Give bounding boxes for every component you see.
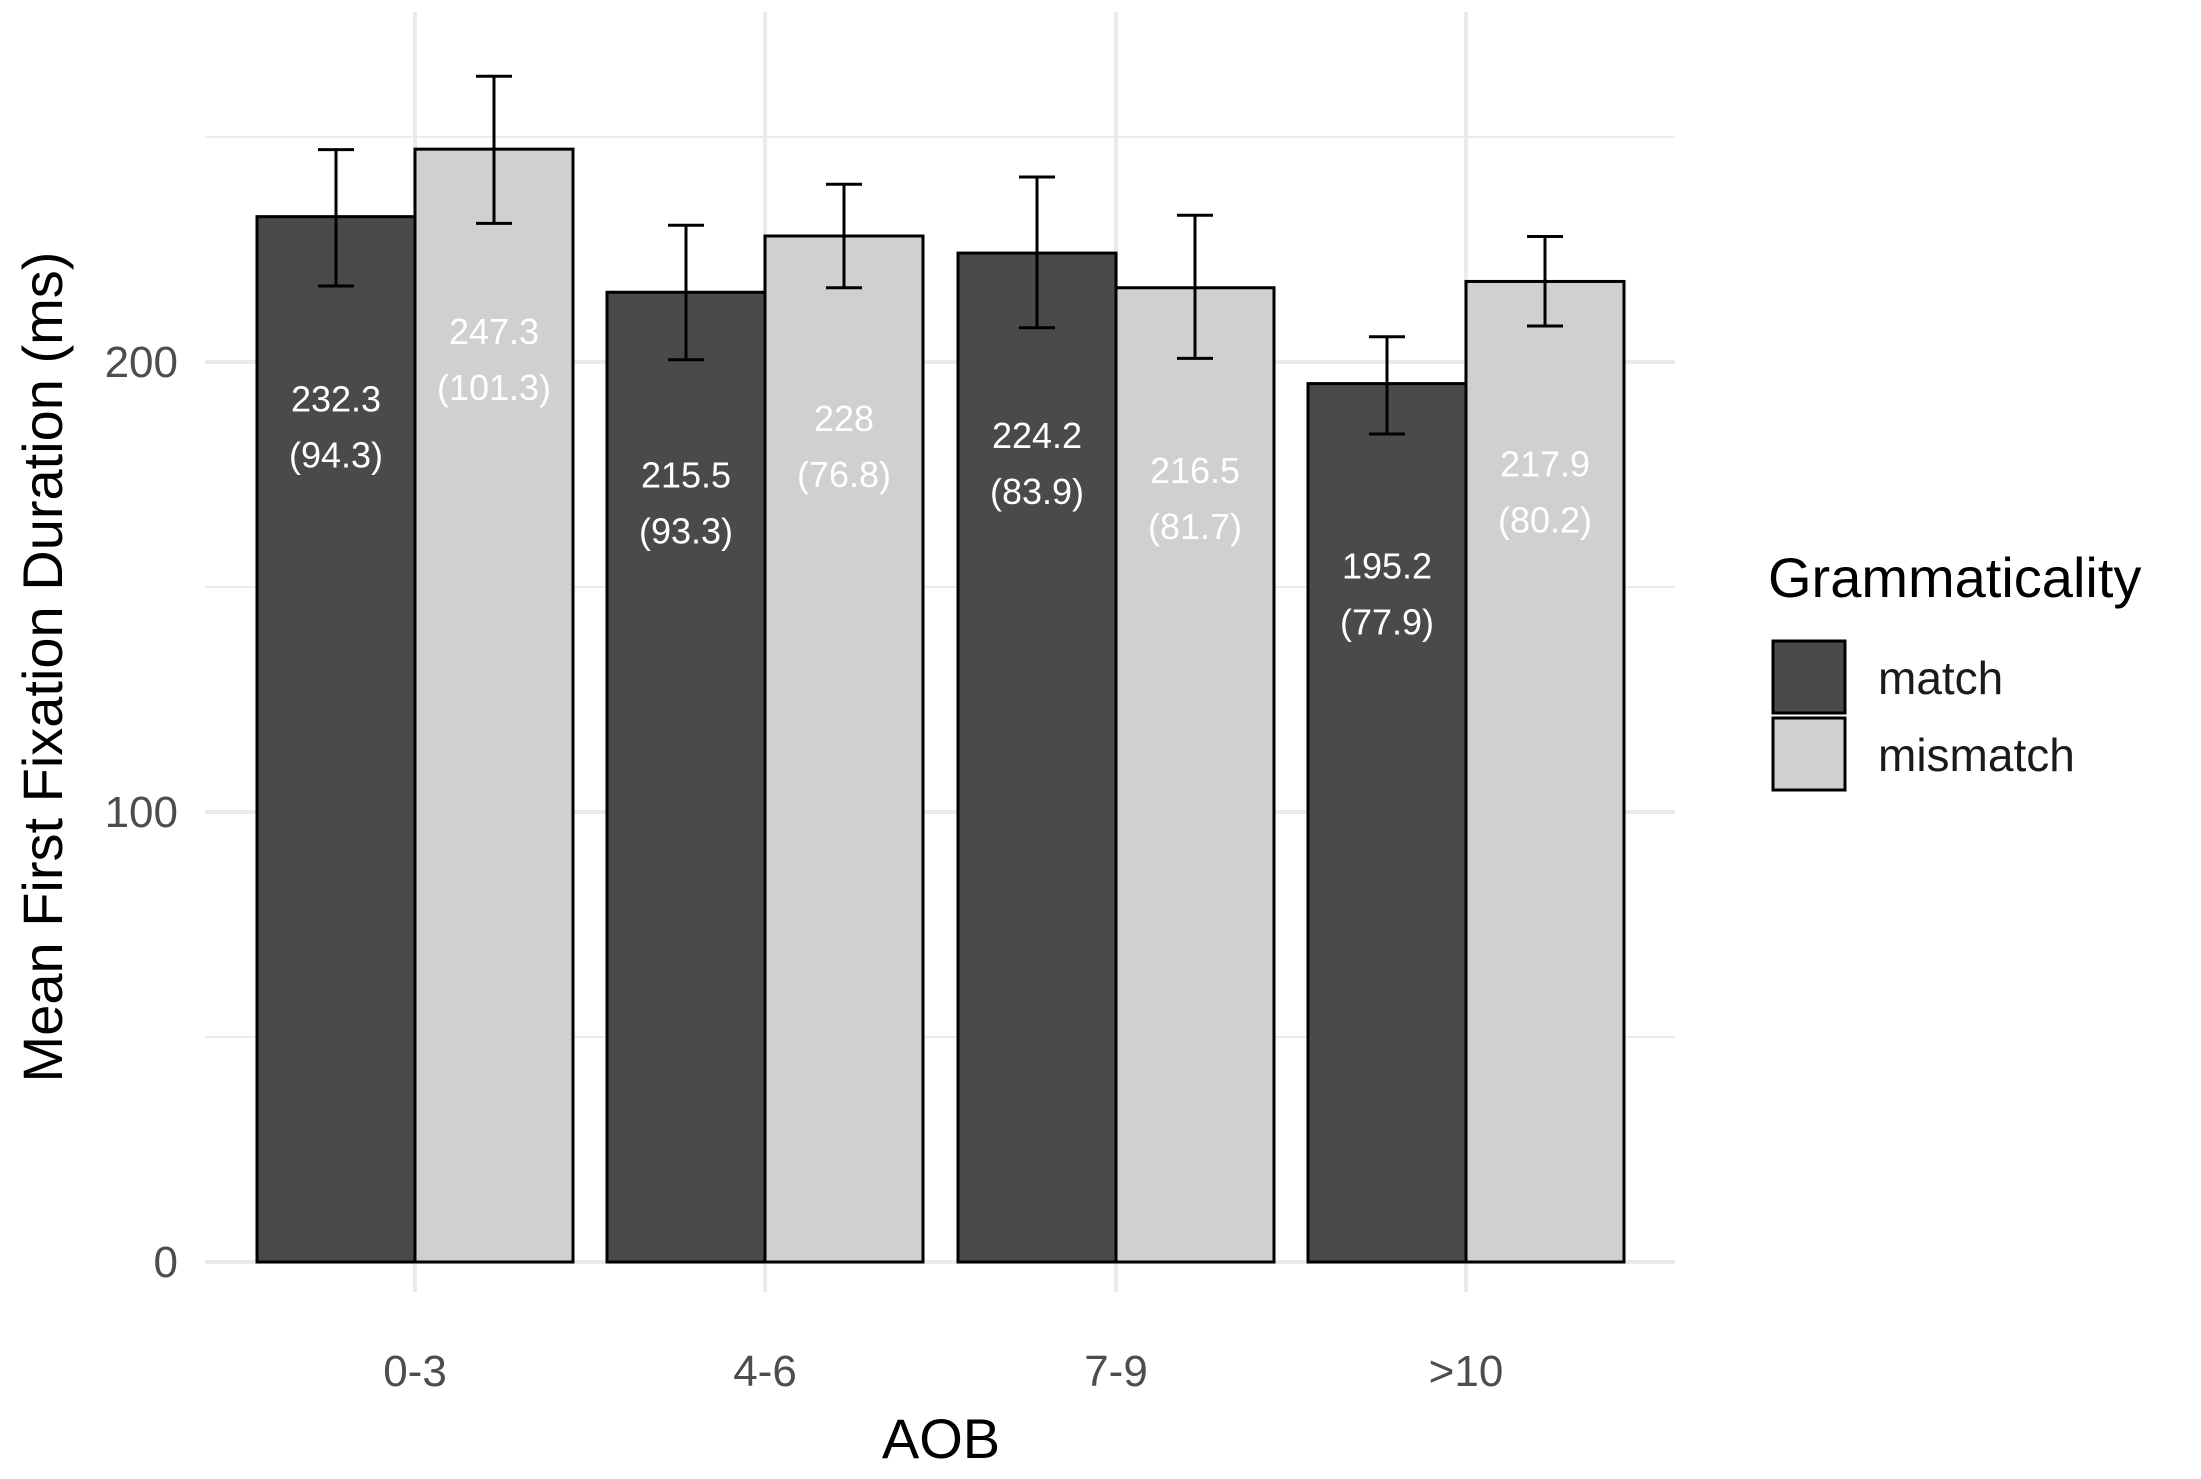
legend-title: Grammaticality (1768, 546, 2141, 609)
bar-value-label: 247.3 (449, 311, 539, 352)
bar-mismatch (413, 147, 575, 1264)
bar-value-label: 228 (814, 398, 874, 439)
error-bar (1019, 175, 1055, 330)
error-bar (1369, 335, 1405, 436)
bar-sd-label: (77.9) (1340, 602, 1434, 643)
y-tick-label: 200 (105, 338, 178, 387)
bar-sd-label: (93.3) (639, 510, 733, 551)
bar-layer (255, 147, 1626, 1264)
bar-value-label: 217.9 (1500, 443, 1590, 484)
legend-label-match: match (1878, 652, 2003, 704)
error-bar (826, 182, 862, 290)
bar-match (956, 251, 1118, 1264)
bar-sd-label: (101.3) (437, 367, 551, 408)
bar-match (1306, 382, 1468, 1264)
x-tick-label: 4-6 (733, 1347, 797, 1396)
bar-value-label: 224.2 (992, 415, 1082, 456)
bar-sd-label: (80.2) (1498, 499, 1592, 540)
x-tick-label: >10 (1429, 1347, 1504, 1396)
bar-match (605, 290, 767, 1264)
bar-value-label: 195.2 (1342, 546, 1432, 587)
bar-mismatch (1114, 286, 1276, 1264)
error-bar (1177, 213, 1213, 360)
legend-label-mismatch: mismatch (1878, 729, 2075, 781)
legend-swatch-mismatch (1771, 716, 1847, 792)
y-tick-label: 100 (105, 788, 178, 837)
error-bar (318, 148, 354, 288)
bar-mismatch (763, 234, 925, 1264)
x-axis-title: AOB (882, 1407, 1000, 1470)
legend: Grammaticality match mismatch (1768, 546, 2141, 792)
error-bar-layer (318, 74, 1563, 436)
bar-sd-label: (76.8) (797, 454, 891, 495)
bar-sd-label: (83.9) (990, 471, 1084, 512)
bar-value-label: 232.3 (291, 379, 381, 420)
x-tick-label: 7-9 (1084, 1347, 1148, 1396)
bar-value-label: 216.5 (1150, 450, 1240, 491)
bar-match (255, 215, 417, 1264)
bar-sd-label: (81.7) (1148, 506, 1242, 547)
bar-sd-label: (94.3) (289, 435, 383, 476)
y-tick-labels: 0 100 200 (105, 338, 178, 1287)
x-tick-labels: 0-3 4-6 7-9 >10 (383, 1347, 1503, 1396)
error-bar (1527, 234, 1563, 328)
y-axis-title: Mean First Fixation Duration (ms) (11, 252, 74, 1083)
error-bar (668, 223, 704, 362)
y-tick-label: 0 (154, 1238, 178, 1287)
legend-swatch-match (1771, 639, 1847, 715)
bar-value-label: 215.5 (641, 454, 731, 495)
bar-label-layer: 232.3 (94.3) 215.5 (93.3) 224.2 (83.9) 195.2 (7… (289, 311, 1592, 642)
bar-mismatch (1464, 279, 1626, 1264)
error-bar (476, 74, 512, 225)
x-tick-label: 0-3 (383, 1347, 447, 1396)
